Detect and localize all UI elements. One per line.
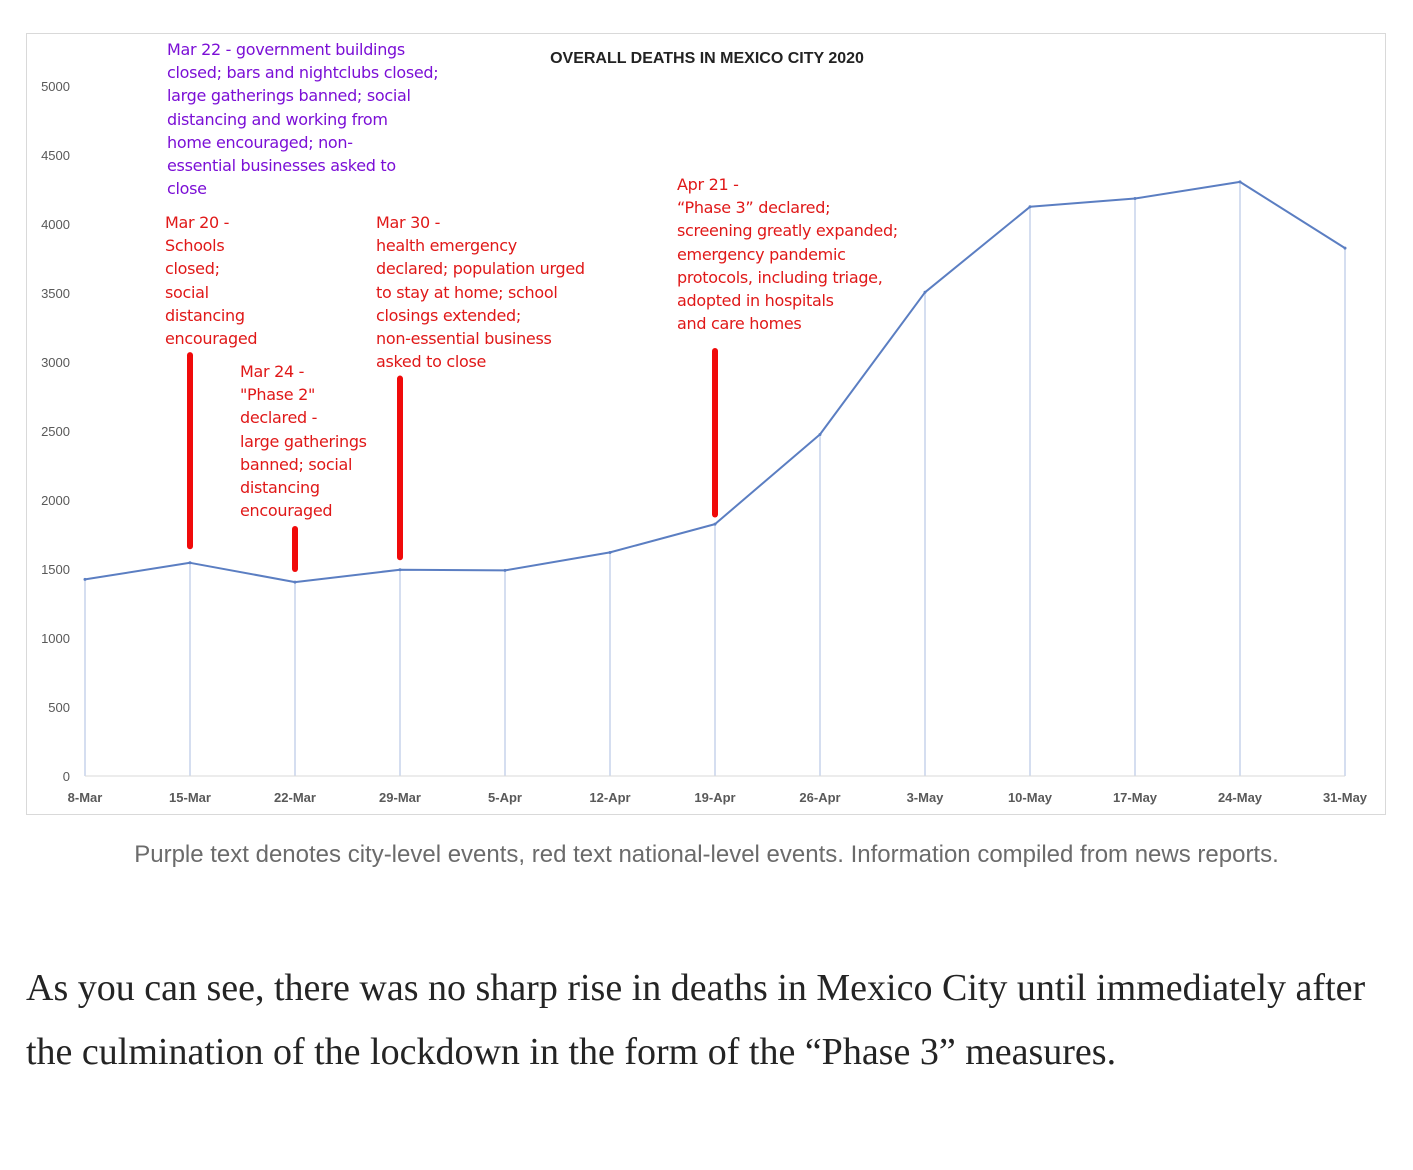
data-point (503, 568, 507, 572)
y-tick-label: 1000 (41, 631, 70, 646)
data-point (1238, 180, 1242, 184)
y-tick-label: 3000 (41, 355, 70, 370)
data-point (1028, 205, 1032, 209)
data-point (83, 577, 87, 581)
figure-caption: Purple text denotes city-level events, r… (134, 841, 1279, 868)
data-point (818, 432, 822, 436)
y-tick-label: 2500 (41, 424, 70, 439)
data-point (1133, 196, 1137, 200)
x-tick-label: 29-Mar (379, 790, 421, 805)
annotation-mar20-schools-closed: Mar 20 - Schools closed; social distanci… (165, 213, 258, 349)
chart-canvas: OVERALL DEATHS IN MEXICO CITY 2020 0 500 1… (41, 50, 1368, 805)
x-tick-label: 26-Apr (799, 790, 840, 805)
y-tick-label: 0 (63, 769, 70, 784)
annotation-mar30-health-emergency: Mar 30 - health emergency declared; popu… (376, 213, 585, 372)
y-tick-label: 2000 (41, 493, 70, 508)
x-tick-label: 3-May (907, 790, 945, 805)
data-point (1343, 246, 1347, 250)
y-tick-label: 4500 (41, 148, 70, 163)
y-tick-label: 4000 (41, 217, 70, 232)
annotation-mar22-city-measures: Mar 22 - government buildings closed; ba… (167, 40, 439, 199)
x-tick-label: 15-Mar (169, 790, 211, 805)
data-point (713, 522, 717, 526)
x-tick-label: 19-Apr (694, 790, 735, 805)
data-point (923, 290, 927, 294)
y-tick-label: 3500 (41, 286, 70, 301)
chart-title: OVERALL DEATHS IN MEXICO CITY 2020 (550, 50, 864, 67)
x-tick-label: 10-May (1008, 790, 1053, 805)
x-tick-label: 22-Mar (274, 790, 316, 805)
x-tick-label: 8-Mar (68, 790, 103, 805)
annotation-mar24-phase2: Mar 24 - "Phase 2" declared - large gath… (240, 362, 367, 521)
data-point (188, 561, 192, 565)
y-tick-label: 500 (48, 700, 70, 715)
x-tick-label: 5-Apr (488, 790, 522, 805)
y-tick-label: 5000 (41, 79, 70, 94)
y-tick-label: 1500 (41, 562, 70, 577)
data-point (608, 550, 612, 554)
article-paragraph: As you can see, there was no sharp rise … (26, 967, 1366, 1073)
data-point (398, 568, 402, 572)
data-point (293, 580, 297, 584)
annotation-apr21-phase3: Apr 21 - “Phase 3” declared; screening g… (677, 175, 898, 334)
chart-figure: OVERALL DEATHS IN MEXICO CITY 2020 0 500 1… (26, 33, 1386, 815)
x-tick-label: 24-May (1218, 790, 1263, 805)
x-tick-label: 12-Apr (589, 790, 630, 805)
x-tick-label: 17-May (1113, 790, 1158, 805)
x-tick-label: 31-May (1323, 790, 1368, 805)
